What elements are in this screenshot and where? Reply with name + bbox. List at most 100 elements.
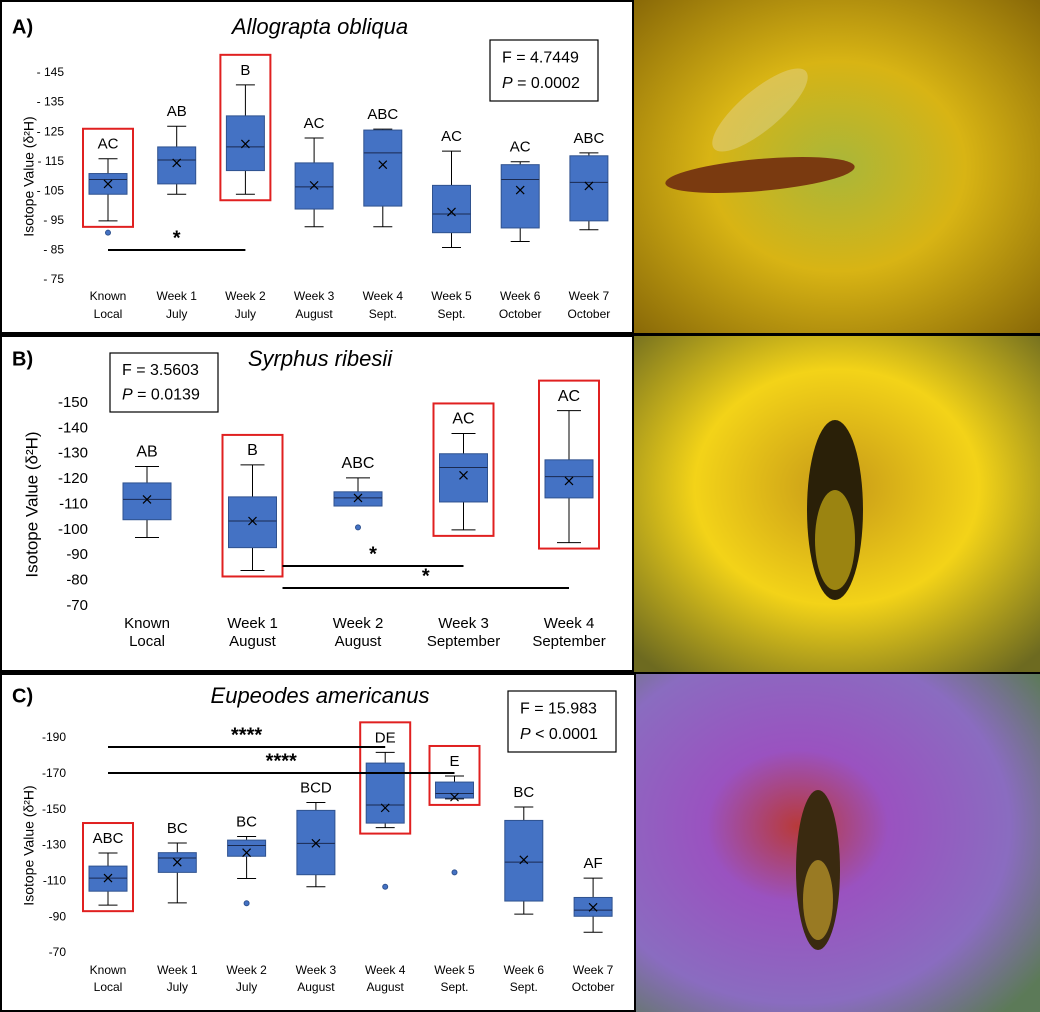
x-tick-label: Week 4	[363, 289, 404, 303]
y-tick-label: -80	[66, 572, 88, 589]
mean-marker	[103, 179, 113, 189]
x-tick-label: July	[167, 980, 188, 994]
y-tick-label: - 75	[43, 272, 64, 286]
highlight-box	[432, 402, 495, 537]
group-letter: AC	[304, 115, 325, 132]
stats-f: F = 3.5603	[122, 362, 199, 379]
mean-marker	[309, 180, 319, 190]
significance-label: ****	[266, 750, 297, 772]
group-letter: BC	[236, 814, 257, 831]
x-tick-label: Week 4	[365, 963, 406, 977]
group-letter: E	[449, 753, 459, 770]
group-letter: BC	[167, 820, 188, 837]
x-tick-label: Local	[129, 633, 165, 650]
group-letter: BCD	[300, 779, 332, 796]
y-tick-label: -100	[58, 521, 88, 538]
box	[569, 155, 609, 222]
y-axis-label: Isotope Value (δ²H)	[21, 785, 37, 905]
box	[228, 496, 277, 549]
x-tick-label: Week 3	[438, 615, 489, 632]
y-tick-label: - 95	[43, 213, 64, 227]
chart-title: Eupeodes americanus	[211, 683, 430, 708]
chart-title: Syrphus ribesii	[248, 346, 393, 371]
mean-marker	[240, 139, 250, 149]
group-letter: ABC	[342, 455, 375, 472]
outlier	[382, 883, 389, 890]
highlight-box	[82, 127, 134, 228]
x-tick-label: October	[568, 307, 611, 321]
highlight-box	[219, 53, 272, 202]
x-tick-label: September	[532, 633, 605, 650]
outlier	[355, 524, 361, 531]
stats-p-value: = 0.0139	[133, 387, 200, 404]
box	[157, 146, 197, 185]
y-tick-label: -110	[59, 495, 88, 512]
x-tick-label: Sept.	[440, 980, 468, 994]
outlier	[105, 229, 111, 236]
x-tick-label: September	[427, 633, 500, 650]
y-tick-label: -170	[42, 766, 66, 780]
group-letter: AF	[584, 855, 603, 872]
box	[363, 129, 403, 207]
x-tick-label: Week 7	[569, 289, 610, 303]
stats-box	[507, 690, 617, 753]
chart-title: Allograpta obliqua	[230, 14, 408, 39]
y-axis-label: Isotope Value (δ²H)	[22, 431, 41, 577]
x-tick-label: Sept.	[510, 980, 538, 994]
x-tick-label: Local	[94, 980, 123, 994]
mean-marker	[519, 855, 529, 865]
box	[227, 839, 267, 857]
x-tick-label: Week 1	[227, 615, 278, 632]
group-letter: AB	[136, 444, 157, 461]
panel-label: C)	[12, 685, 33, 707]
mean-marker	[584, 181, 594, 191]
mean-marker	[378, 160, 388, 170]
x-tick-label: Week 4	[544, 615, 595, 632]
y-tick-label: -90	[49, 909, 67, 923]
x-tick-label: Known	[124, 615, 170, 632]
box	[432, 184, 471, 234]
photo-insect-stripes	[803, 860, 833, 940]
y-tick-label: -190	[42, 730, 66, 744]
x-tick-label: Week 1	[157, 963, 198, 977]
highlight-box	[538, 379, 600, 550]
x-tick-label: Week 3	[296, 963, 337, 977]
significance-label: *	[422, 565, 430, 587]
y-tick-label: - 85	[43, 243, 64, 257]
y-tick-label: -90	[66, 546, 88, 563]
y-tick-label: - 135	[37, 95, 65, 109]
y-tick-label: -70	[66, 597, 88, 614]
stats-box	[489, 39, 599, 102]
group-letter: ABC	[93, 830, 124, 847]
group-letter: B	[240, 62, 250, 79]
x-tick-label: Week 6	[504, 963, 545, 977]
x-tick-label: August	[367, 980, 405, 994]
group-letter: AC	[441, 128, 462, 145]
stats-p-symbol: P	[502, 75, 513, 92]
y-tick-label: -130	[42, 838, 66, 852]
x-tick-label: Week 5	[431, 289, 472, 303]
panel-bg	[2, 337, 632, 670]
stats-p-value: = 0.0002	[513, 75, 580, 92]
x-tick-label: October	[572, 980, 615, 994]
mean-marker	[172, 158, 182, 168]
box	[504, 819, 544, 902]
group-letter: ABC	[573, 130, 604, 147]
mean-marker	[515, 185, 525, 195]
mean-marker	[172, 857, 182, 867]
x-tick-label: July	[236, 980, 257, 994]
panel-label: A)	[12, 16, 33, 38]
box	[435, 781, 474, 799]
group-letter: ABC	[367, 106, 398, 123]
stats-p: P = 0.0139	[122, 387, 200, 404]
y-tick-label: -150	[42, 802, 66, 816]
stats-f: F = 4.7449	[502, 50, 579, 67]
y-tick-label: -150	[58, 394, 88, 411]
y-tick-label: - 105	[37, 183, 65, 197]
group-letter: AC	[98, 136, 119, 153]
x-tick-label: Week 2	[333, 615, 384, 632]
x-tick-label: July	[166, 307, 187, 321]
x-tick-label: Week 5	[434, 963, 475, 977]
outlier	[451, 869, 458, 876]
